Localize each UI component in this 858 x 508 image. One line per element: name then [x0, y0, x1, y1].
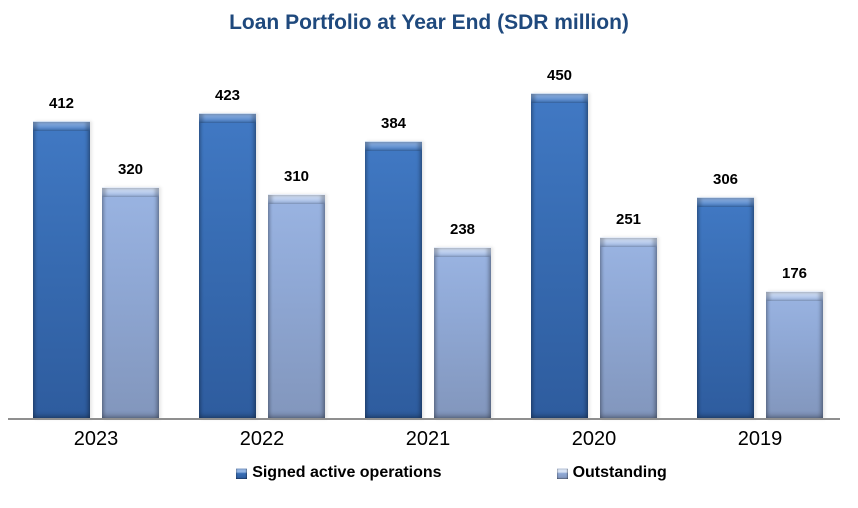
- bar-wrap: 450: [531, 59, 588, 419]
- bar-group-2019: 306 176: [697, 59, 823, 419]
- bar-value-label: 384: [380, 115, 407, 132]
- bar-outstanding-2020: [600, 237, 657, 419]
- legend-label-signed-active-operations: Signed active operations: [252, 464, 442, 481]
- x-axis-label-2020: 2020: [571, 428, 617, 450]
- bar-group-2022: 423 310: [199, 59, 325, 419]
- bar-signed-active-operations-2020: [531, 93, 588, 419]
- plot-area: 412 320 423 310 384 238 450 251 306 176: [8, 59, 840, 420]
- legend: Signed active operations Outstanding: [45, 464, 858, 482]
- bar-wrap: 238: [434, 59, 491, 419]
- bar-value-label: 423: [214, 87, 241, 104]
- x-axis-label-2019: 2019: [737, 428, 783, 450]
- bar-signed-active-operations-2019: [697, 197, 754, 419]
- bar-outstanding-2019: [766, 291, 823, 419]
- legend-swatch-outstanding: [556, 467, 568, 479]
- bar-wrap: 306: [697, 59, 754, 419]
- bar-wrap: 310: [268, 59, 325, 419]
- bar-value-label: 320: [117, 161, 144, 178]
- x-axis-line: [8, 418, 840, 420]
- bar-wrap: 412: [33, 59, 90, 419]
- legend-swatch-signed-active-operations: [236, 467, 248, 479]
- bar-value-label: 251: [615, 211, 642, 228]
- x-axis-label-2023: 2023: [73, 428, 119, 450]
- bar-value-label: 310: [283, 168, 310, 185]
- chart: Loan Portfolio at Year End (SDR million)…: [0, 10, 858, 508]
- bar-signed-active-operations-2022: [199, 113, 256, 419]
- legend-item-outstanding: Outstanding: [556, 464, 667, 482]
- bar-group-2023: 412 320: [33, 59, 159, 419]
- bar-wrap: 384: [365, 59, 422, 419]
- bar-value-label: 176: [781, 265, 808, 282]
- bar-signed-active-operations-2021: [365, 141, 422, 419]
- x-axis-label-2021: 2021: [405, 428, 451, 450]
- x-axis-labels: 2023 2022 2021 2020 2019: [33, 428, 823, 451]
- bar-value-label: 238: [449, 221, 476, 238]
- bar-groups: 412 320 423 310 384 238 450 251 306 176: [33, 59, 823, 419]
- bar-wrap: 251: [600, 59, 657, 419]
- legend-label-outstanding: Outstanding: [572, 464, 667, 481]
- bar-value-label: 412: [48, 95, 75, 112]
- bar-group-2021: 384 238: [365, 59, 491, 419]
- bar-outstanding-2022: [268, 194, 325, 419]
- bar-group-2020: 450 251: [531, 59, 657, 419]
- chart-title: Loan Portfolio at Year End (SDR million): [229, 11, 629, 34]
- bar-value-label: 450: [546, 67, 573, 84]
- bar-wrap: 320: [102, 59, 159, 419]
- bar-outstanding-2023: [102, 187, 159, 419]
- bar-wrap: 176: [766, 59, 823, 419]
- bar-signed-active-operations-2023: [33, 121, 90, 419]
- legend-item-signed-active-operations: Signed active operations: [236, 464, 442, 482]
- bar-outstanding-2021: [434, 247, 491, 419]
- x-axis-label-2022: 2022: [239, 428, 285, 450]
- bar-value-label: 306: [712, 171, 739, 188]
- bar-wrap: 423: [199, 59, 256, 419]
